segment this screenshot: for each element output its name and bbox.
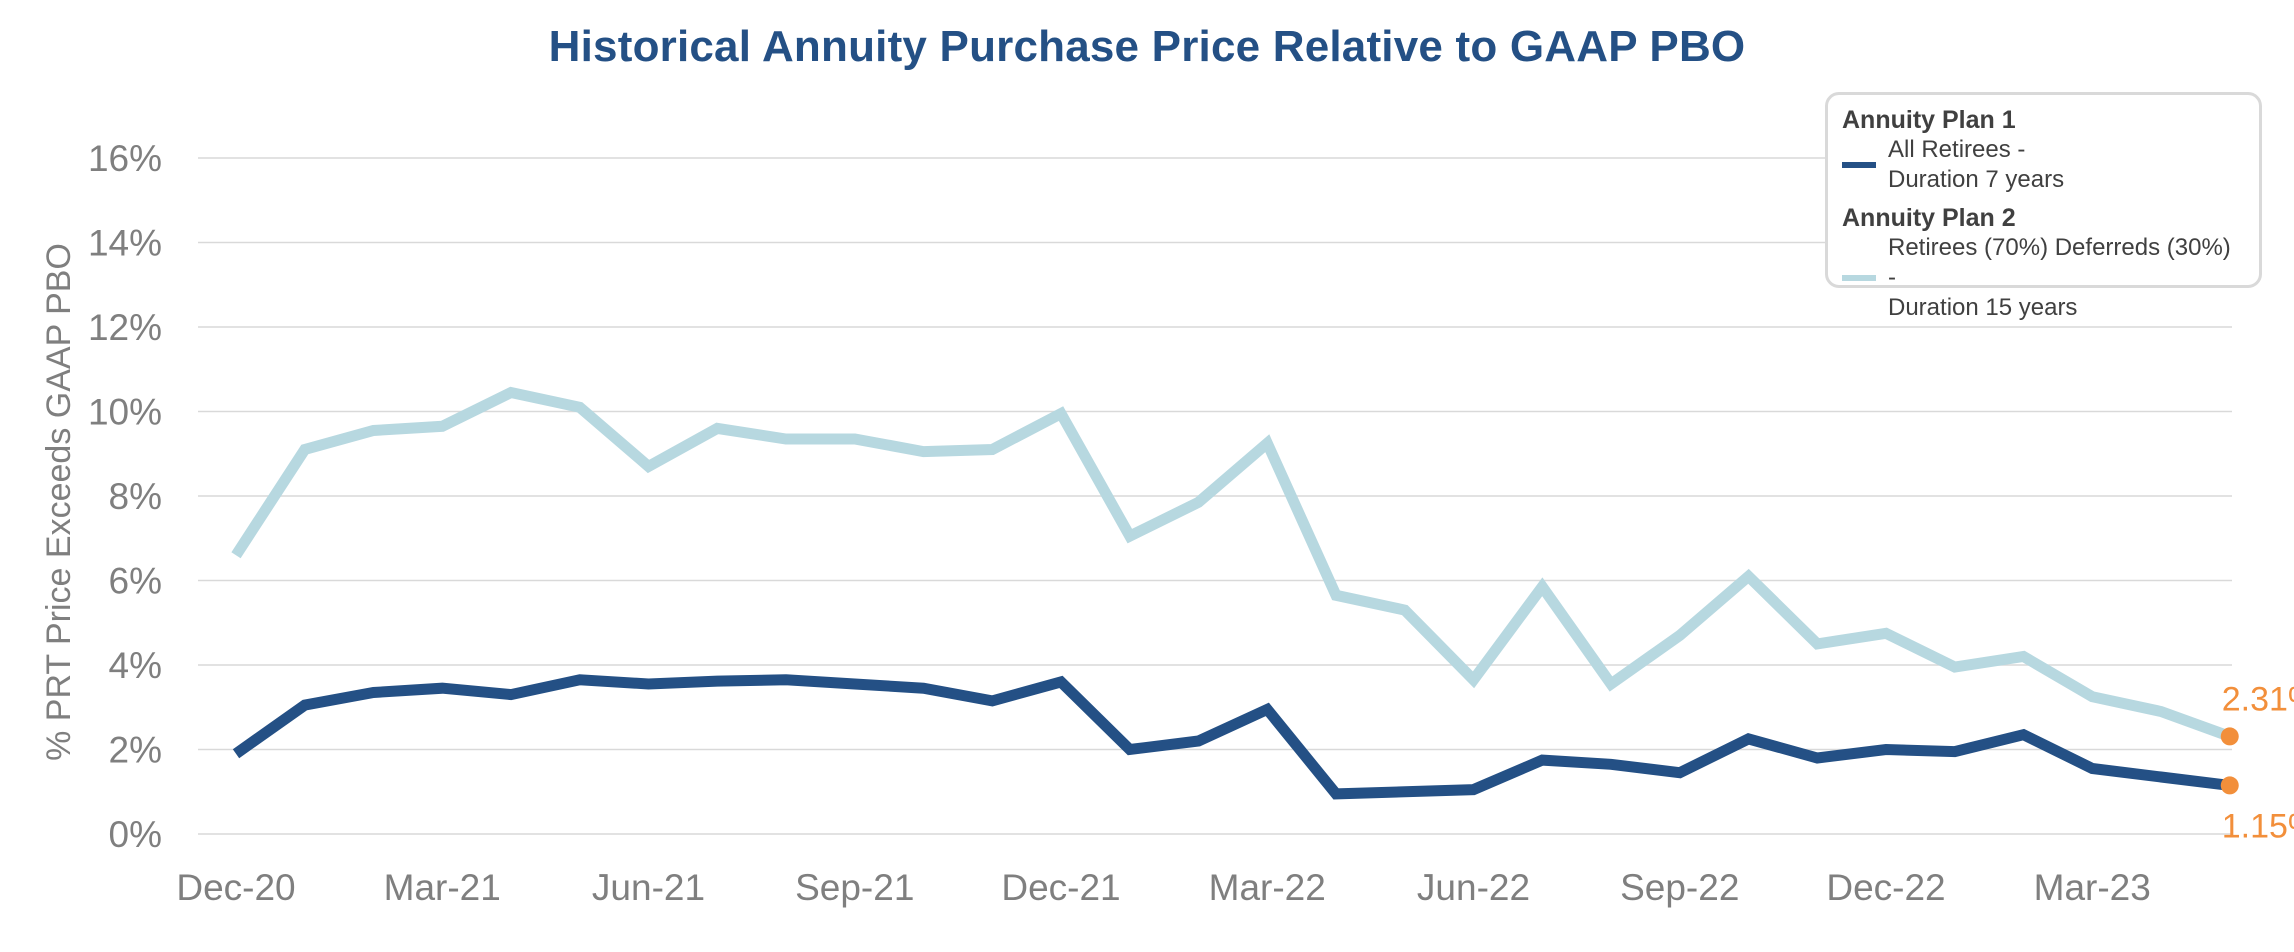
x-tick-label: Mar-21 — [384, 867, 501, 908]
y-tick-label: 16% — [88, 138, 162, 179]
x-axis-ticks: Dec-20 Mar-21 Jun-21 Sep-21 Dec-21 Mar-22 Jun-… — [176, 867, 2150, 908]
x-tick-label: Mar-23 — [2034, 867, 2151, 908]
chart-title: Historical Annuity Purchase Price Relati… — [548, 22, 1746, 71]
series-line-plan-2 — [231, 386, 2232, 742]
end-marker-plan-2 — [2220, 727, 2239, 746]
y-tick-label: 4% — [109, 645, 162, 686]
y-tick-label: 2% — [109, 730, 162, 771]
y-axis-label: % PRT Price Exceeds GAAP PBO — [40, 243, 78, 761]
data-label-plan-1-end: 1.15% — [2222, 807, 2294, 845]
legend-group-plan-1: Annuity Plan 1 — [1842, 106, 2016, 134]
legend-label-plan-1: All Retirees - Duration 7 years — [1888, 136, 2065, 193]
legend-item-plan-1: All Retirees - Duration 7 years — [1842, 135, 2245, 195]
y-axis-ticks: 0% 2% 4% 6% 8% 10% 12% 14% 16% — [88, 138, 162, 855]
legend: Annuity Plan 1 All Retirees - Duration 7… — [1825, 92, 2262, 321]
y-tick-label: 12% — [88, 307, 162, 348]
data-label-plan-2-end: 2.31% — [2222, 680, 2294, 718]
legend-item-plan-2: Retirees (70%) Deferreds (30%) - Duratio… — [1842, 233, 2245, 323]
legend-group-plan-2: Annuity Plan 2 — [1842, 204, 2016, 232]
end-marker-plan-1 — [2220, 776, 2239, 795]
x-tick-label: Sep-21 — [795, 867, 914, 908]
y-tick-label: 8% — [109, 476, 162, 517]
y-tick-label: 6% — [109, 561, 162, 602]
y-tick-label: 0% — [109, 814, 162, 855]
x-tick-label: Dec-21 — [1001, 867, 1120, 908]
y-tick-label: 10% — [88, 392, 162, 433]
series-lines — [231, 386, 2232, 800]
y-tick-label: 14% — [88, 223, 162, 264]
legend-label-plan-2: Retirees (70%) Deferreds (30%) - Duratio… — [1888, 234, 2231, 321]
x-tick-label: Dec-20 — [176, 867, 295, 908]
legend-swatch-plan-2 — [1842, 275, 1876, 281]
gridlines — [198, 157, 2232, 835]
x-tick-label: Sep-22 — [1620, 867, 1739, 908]
x-tick-label: Jun-21 — [592, 867, 705, 908]
x-tick-label: Dec-22 — [1826, 867, 1945, 908]
x-tick-label: Jun-22 — [1417, 867, 1530, 908]
legend-swatch-plan-1 — [1842, 162, 1876, 168]
series-line-plan-1 — [232, 674, 2231, 800]
x-tick-label: Mar-22 — [1209, 867, 1326, 908]
end-markers: 2.31% 1.15% — [2220, 680, 2294, 845]
